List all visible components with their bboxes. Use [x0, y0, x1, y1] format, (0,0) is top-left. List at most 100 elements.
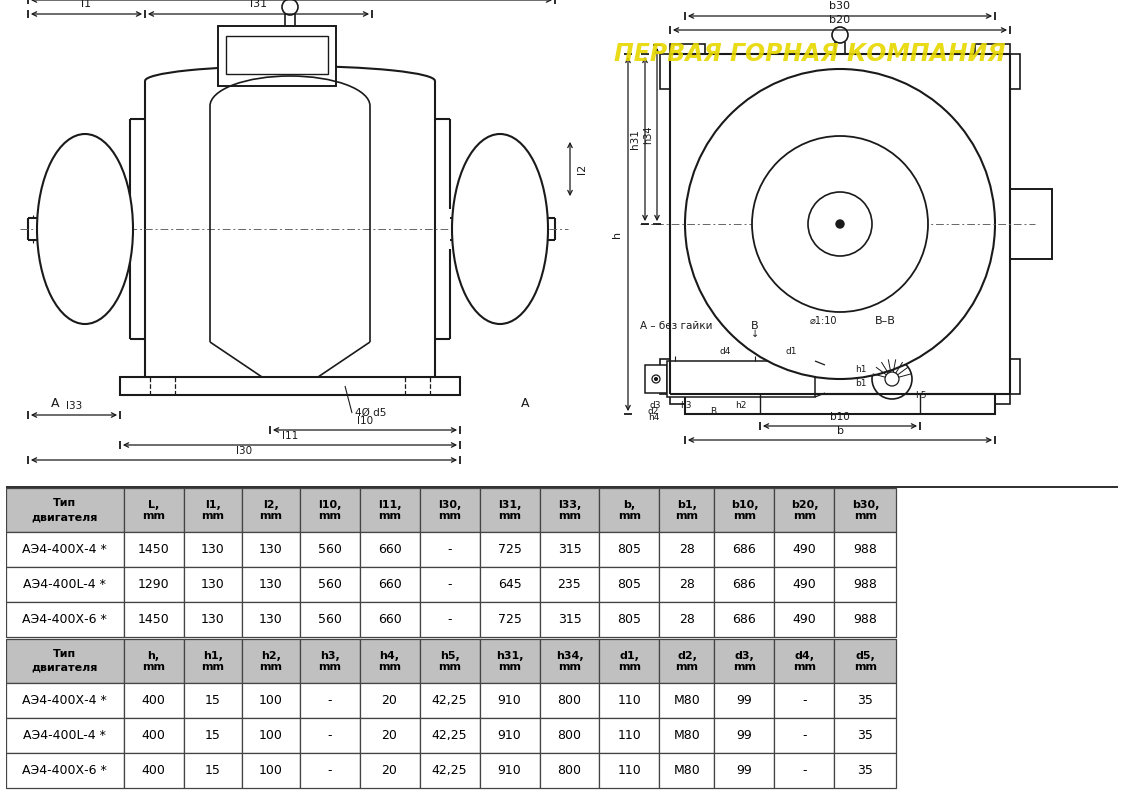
Text: 400: 400	[142, 729, 165, 742]
Text: -: -	[327, 694, 332, 707]
Bar	[774, 753, 834, 788]
Bar	[715, 532, 774, 567]
Text: mm: mm	[676, 511, 698, 521]
Ellipse shape	[37, 134, 133, 324]
Text: h31,: h31,	[496, 651, 524, 661]
Bar	[6, 602, 124, 637]
Bar	[183, 639, 242, 683]
Text: mm: mm	[259, 662, 282, 672]
Text: 988: 988	[853, 613, 878, 626]
Bar	[774, 718, 834, 753]
Bar	[183, 683, 242, 718]
Bar	[834, 602, 897, 637]
Bar	[975, 44, 1010, 54]
Bar	[660, 488, 715, 532]
Bar	[419, 683, 480, 718]
Text: mm: mm	[854, 511, 877, 521]
Bar	[667, 361, 815, 397]
Bar	[183, 718, 242, 753]
Bar	[715, 753, 774, 788]
Bar	[300, 488, 360, 532]
Text: b10,: b10,	[731, 500, 759, 510]
Bar	[975, 394, 1010, 404]
Text: h3,: h3,	[319, 651, 339, 661]
Text: 910: 910	[498, 694, 522, 707]
Bar	[242, 532, 300, 567]
Text: h2: h2	[735, 401, 746, 410]
Text: l31: l31	[250, 0, 268, 9]
Bar	[774, 532, 834, 567]
Text: М80: М80	[673, 729, 700, 742]
Text: -: -	[327, 764, 332, 777]
Bar	[360, 639, 419, 683]
Bar	[599, 718, 660, 753]
Bar	[124, 532, 183, 567]
Bar	[6, 488, 124, 532]
Bar	[218, 26, 336, 86]
Text: 20: 20	[382, 729, 398, 742]
Circle shape	[685, 69, 995, 379]
Bar	[300, 532, 360, 567]
Text: A: A	[51, 397, 60, 410]
Bar	[6, 639, 124, 683]
Text: 1290: 1290	[138, 578, 170, 591]
Text: 20: 20	[382, 694, 398, 707]
Bar	[715, 567, 774, 602]
Bar	[1010, 189, 1052, 259]
Bar	[360, 532, 419, 567]
Text: h4,: h4,	[380, 651, 399, 661]
Text: mm: mm	[618, 511, 641, 521]
Text: 4Ø d5: 4Ø d5	[355, 408, 387, 418]
Text: h34: h34	[643, 126, 653, 144]
Text: АЭ4-400Х-6 *: АЭ4-400Х-6 *	[22, 613, 107, 626]
Text: Тип: Тип	[53, 498, 76, 508]
Bar	[834, 532, 897, 567]
Text: АЭ4-400Х-6 *: АЭ4-400Х-6 *	[22, 764, 107, 777]
Text: АЭ4-400L-4 *: АЭ4-400L-4 *	[24, 578, 106, 591]
Bar	[480, 683, 540, 718]
Bar	[419, 753, 480, 788]
Text: Тип: Тип	[53, 649, 76, 659]
Bar	[774, 602, 834, 637]
Text: -: -	[447, 613, 452, 626]
Bar	[419, 718, 480, 753]
Text: 560: 560	[318, 543, 342, 556]
Text: 315: 315	[558, 543, 581, 556]
Bar	[480, 753, 540, 788]
Text: 660: 660	[378, 543, 401, 556]
Bar	[834, 639, 897, 683]
Text: mm: mm	[438, 662, 461, 672]
Bar	[599, 488, 660, 532]
Text: 15: 15	[205, 729, 220, 742]
Text: 910: 910	[498, 729, 522, 742]
Text: 42,25: 42,25	[432, 764, 468, 777]
Text: l11,: l11,	[378, 500, 401, 510]
Bar	[685, 394, 995, 414]
Text: -: -	[447, 543, 452, 556]
Bar	[660, 532, 715, 567]
Text: 560: 560	[318, 613, 342, 626]
Bar	[360, 683, 419, 718]
Bar	[360, 718, 419, 753]
Text: B: B	[751, 321, 759, 331]
Text: 400: 400	[142, 694, 165, 707]
Text: 490: 490	[792, 613, 816, 626]
Bar	[715, 488, 774, 532]
Text: 130: 130	[201, 613, 225, 626]
Text: b1,: b1,	[677, 500, 697, 510]
Text: l30,: l30,	[438, 500, 461, 510]
Text: ПЕРВАЯ ГОРНАЯ КОМПАНИЯ: ПЕРВАЯ ГОРНАЯ КОМПАНИЯ	[614, 42, 1006, 66]
Bar	[419, 567, 480, 602]
Text: l1,: l1,	[205, 500, 220, 510]
Bar	[834, 488, 897, 532]
Text: mm: mm	[438, 511, 461, 521]
Text: d2: d2	[647, 407, 659, 416]
Bar	[540, 639, 599, 683]
Text: l30: l30	[236, 446, 252, 456]
Text: 560: 560	[318, 578, 342, 591]
Text: 490: 490	[792, 578, 816, 591]
Text: 686: 686	[733, 578, 756, 591]
Text: 235: 235	[558, 578, 581, 591]
Text: mm: mm	[259, 511, 282, 521]
Bar	[715, 602, 774, 637]
